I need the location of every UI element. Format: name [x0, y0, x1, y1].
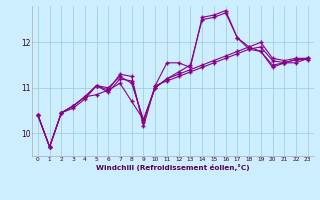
X-axis label: Windchill (Refroidissement éolien,°C): Windchill (Refroidissement éolien,°C) [96, 164, 250, 171]
